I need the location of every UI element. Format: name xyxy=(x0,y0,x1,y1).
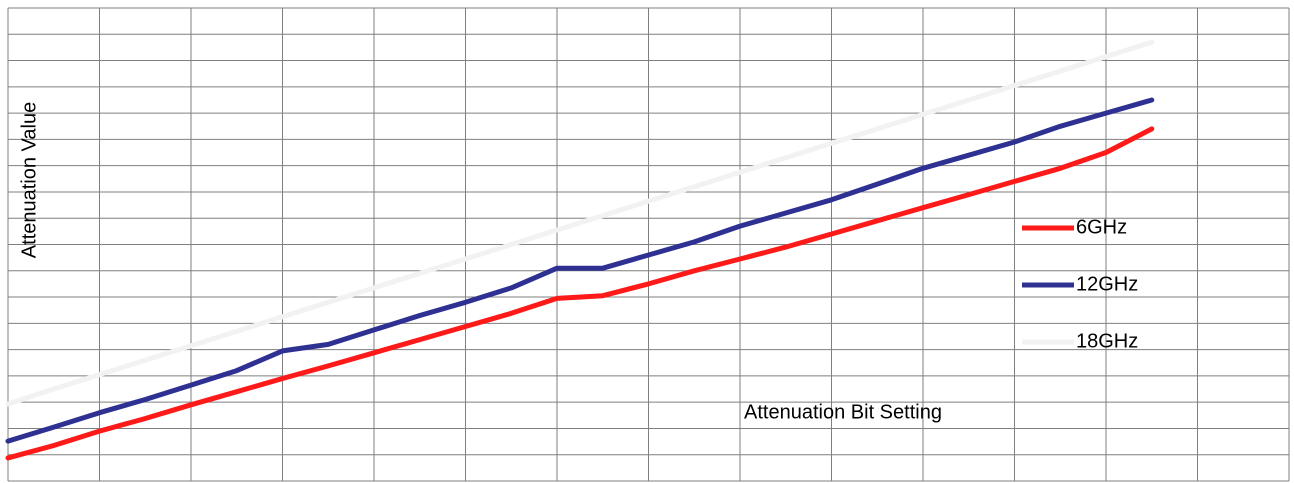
legend-label: 12GHz xyxy=(1076,273,1138,295)
series-line xyxy=(5,97,1155,444)
lines xyxy=(5,39,1155,461)
legend: 6GHz 12GHz 18GHz xyxy=(1022,216,1138,352)
legend-label: 18GHz xyxy=(1076,330,1138,352)
legend-label: 6GHz xyxy=(1076,216,1127,238)
series-line xyxy=(5,39,1155,407)
x-axis-label: Attenuation Bit Setting xyxy=(744,401,942,423)
y-axis-label: Attenuation Value xyxy=(18,102,40,258)
series-line xyxy=(5,126,1155,461)
